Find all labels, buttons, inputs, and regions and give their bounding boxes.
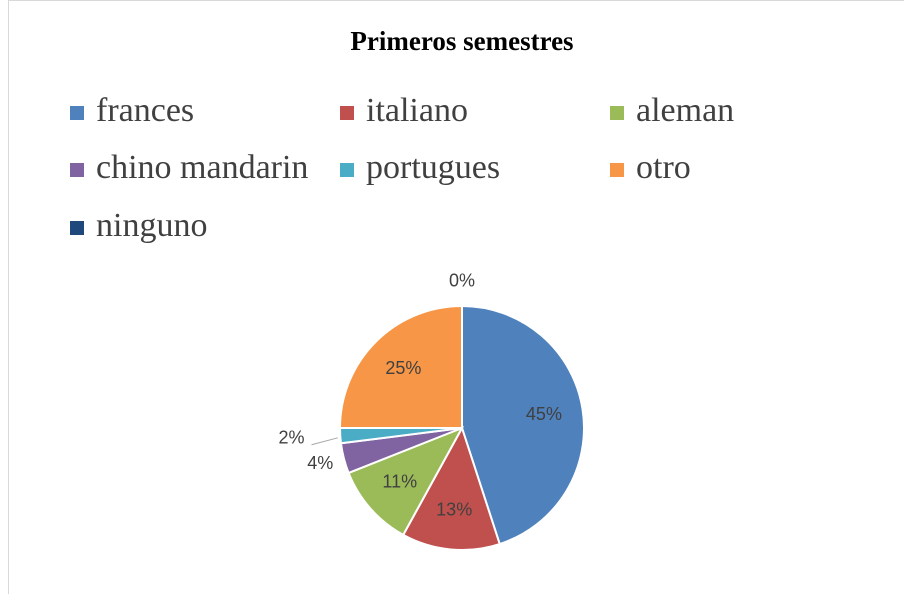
legend-swatch (610, 163, 624, 177)
data-label: 0% (449, 270, 475, 290)
legend-swatch (70, 106, 84, 120)
leader-line (311, 437, 338, 446)
data-label: 45% (526, 404, 562, 424)
legend-label: chino mandarin (96, 149, 308, 186)
data-label: 2% (279, 427, 305, 447)
data-label: 25% (385, 358, 421, 378)
data-label: 11% (382, 472, 417, 492)
legend-swatch (340, 163, 354, 177)
pie-slice (338, 304, 463, 429)
legend-label: otro (636, 149, 691, 186)
legend-label: frances (96, 92, 194, 129)
data-label: 13% (436, 499, 472, 519)
chart-title: Primeros semestres (350, 26, 573, 56)
legend-label: italiano (366, 92, 468, 129)
pie-slice (347, 426, 465, 537)
pie-slice (461, 304, 585, 546)
legend-label: aleman (636, 92, 734, 129)
legend-label: ninguno (96, 207, 207, 244)
pie-slice (401, 425, 501, 551)
legend-swatch (70, 221, 84, 235)
legend-swatch (340, 106, 354, 120)
data-label: 4% (307, 453, 333, 473)
legend-swatch (610, 106, 624, 120)
legend-label: portugues (366, 149, 500, 186)
legend-swatch (70, 163, 84, 177)
